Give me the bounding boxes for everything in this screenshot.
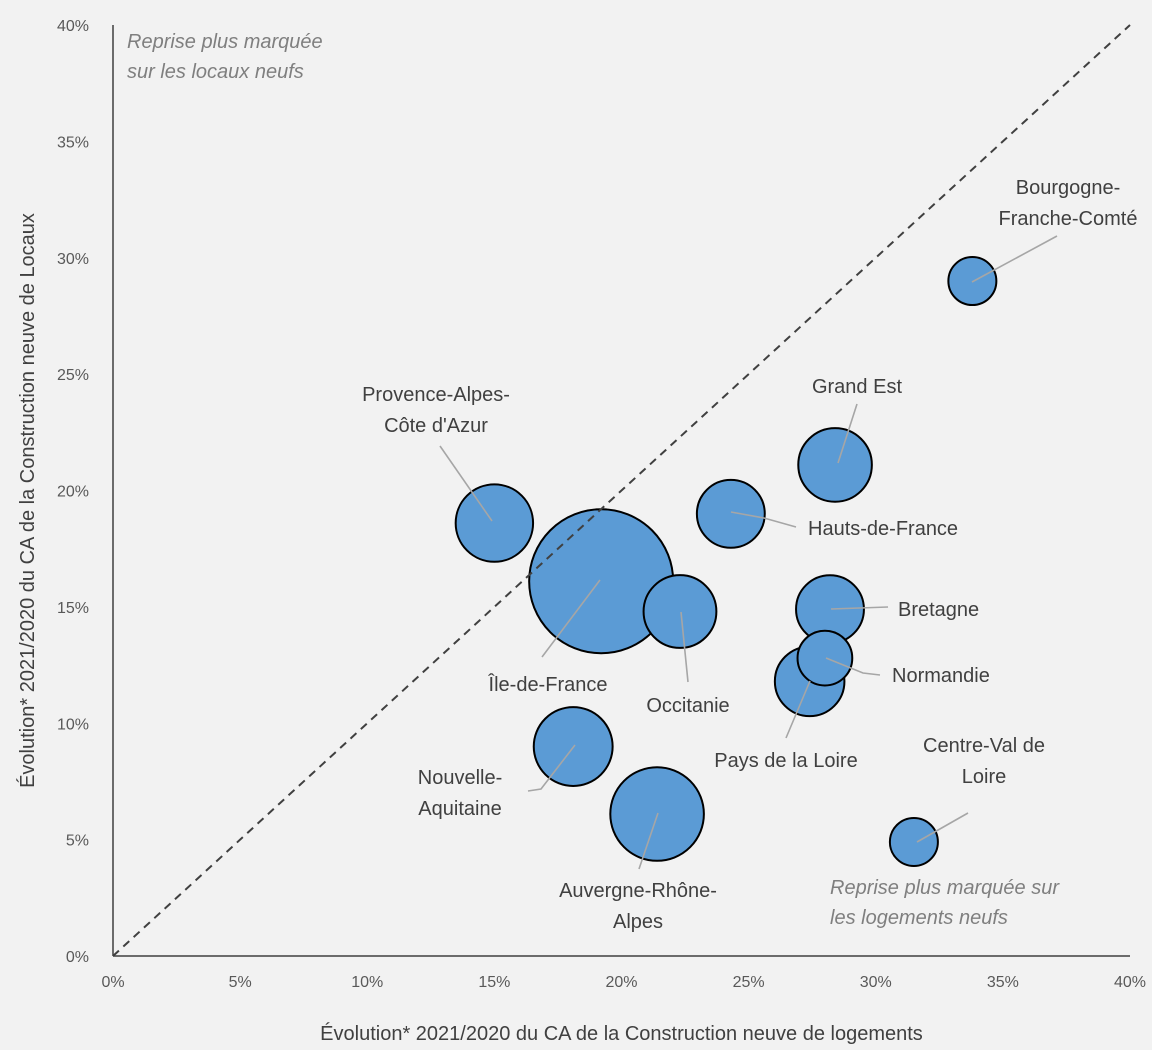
- y-tick-label: 10%: [57, 716, 89, 733]
- x-tick-label: 30%: [860, 974, 892, 991]
- region-label-line: Occitanie: [646, 695, 729, 717]
- leader-line: [916, 812, 969, 843]
- leader-line: [541, 579, 601, 658]
- y-tick-label: 30%: [57, 251, 89, 268]
- y-tick-label: 35%: [57, 134, 89, 151]
- annotation-bottom-right-line-1: Reprise plus marquée sur: [830, 877, 1060, 899]
- region-label: Hauts-de-France: [808, 518, 958, 540]
- x-tick-label: 15%: [478, 974, 510, 991]
- x-axis-title: Évolution* 2021/2020 du CA de la Constru…: [320, 1022, 923, 1045]
- region-label-line: Loire: [962, 766, 1006, 788]
- region-label-line: Hauts-de-France: [808, 518, 958, 540]
- x-tick-labels: 0% 5% 10% 15% 20% 25% 30% 35% 40%: [101, 974, 1146, 991]
- y-tick-labels: 0% 5% 10% 15% 20% 25% 30% 35% 40%: [57, 18, 89, 966]
- region-label: Île-de-France: [488, 673, 608, 696]
- x-tick-label: 0%: [101, 974, 124, 991]
- bubble-7: [796, 629, 854, 687]
- y-tick-label: 20%: [57, 484, 89, 501]
- y-tick-label: 0%: [66, 949, 89, 966]
- bubble-2: [695, 478, 766, 549]
- bubble-11: [888, 816, 939, 867]
- x-tick-label: 5%: [229, 974, 252, 991]
- region-label: Centre-Val de Loire: [923, 735, 1045, 788]
- region-label: Auvergne-Rhône- Alpes: [559, 880, 717, 933]
- y-tick-label: 25%: [57, 367, 89, 384]
- region-label-line: Auvergne-Rhône-: [559, 880, 717, 902]
- bubble-1: [797, 427, 873, 503]
- region-label-line: Franche-Comté: [999, 208, 1138, 230]
- leader-line: [730, 511, 797, 528]
- region-label-line: Pays de la Loire: [714, 750, 857, 772]
- bubble-5: [642, 574, 718, 649]
- region-label-line: Nouvelle-: [418, 767, 502, 789]
- y-tick-label: 15%: [57, 600, 89, 617]
- region-label-line: Centre-Val de: [923, 735, 1045, 757]
- region-label: Provence-Alpes- Côte d'Azur: [362, 384, 510, 437]
- leader-line: [830, 606, 889, 610]
- annotation-bottom-right-line-2: les logements neufs: [830, 907, 1008, 929]
- region-label-line: Normandie: [892, 665, 990, 687]
- y-axis-title: Évolution* 2021/2020 du CA de la Constru…: [16, 213, 39, 788]
- region-label: Normandie: [892, 665, 990, 687]
- leader-line: [680, 611, 689, 683]
- region-label: Nouvelle- Aquitaine: [418, 767, 502, 820]
- bubbles: [454, 256, 998, 867]
- leader-line: [825, 657, 881, 676]
- x-tick-label: 25%: [733, 974, 765, 991]
- annotation-bottom-right: Reprise plus marquée sur les logements n…: [830, 877, 1065, 929]
- leader-line: [837, 403, 858, 464]
- region-label-line: Île-de-France: [488, 673, 608, 696]
- diagonal-reference-line: [112, 24, 1131, 957]
- region-label: Grand Est: [812, 376, 902, 398]
- leader-lines: [439, 235, 1058, 870]
- region-label-line: Côte d'Azur: [384, 415, 488, 437]
- region-label: Bretagne: [898, 599, 979, 621]
- leader-line: [439, 445, 493, 522]
- leader-line: [971, 235, 1058, 283]
- region-label: Pays de la Loire: [714, 750, 857, 772]
- x-tick-label: 40%: [1114, 974, 1146, 991]
- region-label-line: Bretagne: [898, 599, 979, 621]
- region-label: Bourgogne- Franche-Comté: [999, 177, 1138, 230]
- region-label-line: Aquitaine: [418, 798, 501, 820]
- x-tick-label: 20%: [605, 974, 637, 991]
- region-label-line: Alpes: [613, 911, 663, 933]
- y-tick-label: 40%: [57, 18, 89, 35]
- annotation-top-left: Reprise plus marquée sur les locaux neuf…: [127, 31, 328, 83]
- annotation-top-left-line-2: sur les locaux neufs: [127, 61, 304, 83]
- region-label: Occitanie: [646, 695, 729, 717]
- region-label-line: Grand Est: [812, 376, 902, 398]
- x-tick-label: 35%: [987, 974, 1019, 991]
- annotation-top-left-line-1: Reprise plus marquée: [127, 31, 323, 53]
- y-tick-label: 5%: [66, 833, 89, 850]
- x-tick-label: 10%: [351, 974, 383, 991]
- region-label-line: Bourgogne-: [1016, 177, 1121, 199]
- leader-line: [527, 744, 576, 792]
- region-label-line: Provence-Alpes-: [362, 384, 510, 406]
- leader-line: [785, 680, 811, 739]
- leader-line: [638, 812, 659, 870]
- region-labels: Bourgogne- Franche-Comté Grand Est Hauts-de…: [362, 177, 1137, 933]
- bubble-3: [454, 483, 535, 563]
